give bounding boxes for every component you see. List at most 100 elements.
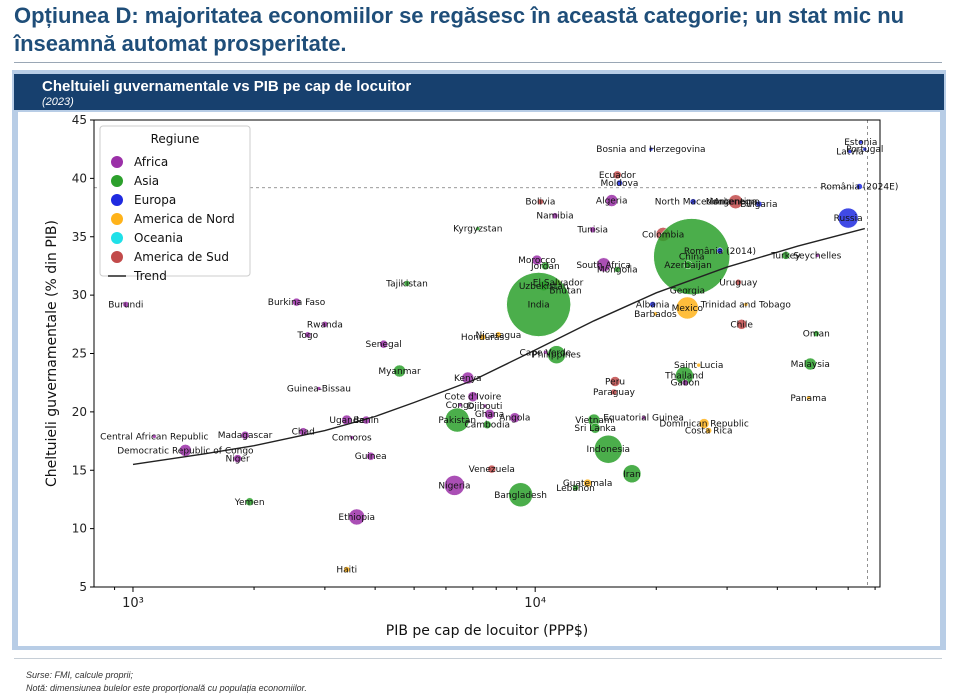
bubble-label-89: Portugal <box>846 145 883 155</box>
bubble-26 <box>444 407 470 433</box>
bubble-label-14: Benin <box>353 416 379 426</box>
bubble-43 <box>543 350 548 355</box>
bubble-label-67: Azerbaijan <box>664 261 712 271</box>
legend-box <box>99 125 251 277</box>
bubble-80 <box>735 279 742 286</box>
bubble-83 <box>813 330 820 337</box>
bubble-32 <box>487 464 497 474</box>
bubble-label-83: Oman <box>803 330 830 340</box>
legend-swatch-0 <box>111 156 123 168</box>
bubble-label-41: Bhutan <box>549 286 581 296</box>
bubble-44 <box>547 345 566 364</box>
bubble-label-45: Lebanon <box>556 484 595 494</box>
y-tick-label-8: 45 <box>72 113 87 127</box>
bubble-54 <box>610 388 618 396</box>
bubble-label-35: Bolivia <box>525 198 555 208</box>
bubble-4 <box>233 454 242 463</box>
legend-swatch-1 <box>111 175 123 187</box>
bubble-label-17: Guinea <box>355 452 387 462</box>
bubble-label-80: Uruguay <box>719 278 758 288</box>
y-tick-label-4: 25 <box>72 347 87 361</box>
bubble-label-62: Barbados <box>634 310 677 320</box>
x-tick-label-0: 10³ <box>122 596 144 611</box>
bubble-21 <box>444 475 465 496</box>
bubble-label-53: Bosnia and Herzegovina <box>596 145 705 155</box>
bubble-label-0: Burundi <box>108 300 143 310</box>
bubble-label-60: Equatorial Guinea <box>603 414 684 424</box>
bubble-label-23: Cote d'Ivoire <box>444 393 501 403</box>
bubble-label-86: Russia <box>834 214 863 224</box>
bubble-label-26: Pakistan <box>438 416 476 426</box>
bubble-36 <box>551 212 559 219</box>
bubble-label-50: Algeria <box>596 197 628 207</box>
bubble-60 <box>641 415 646 420</box>
bubble-label-63: Colombia <box>642 230 684 240</box>
bubble-51 <box>616 179 623 187</box>
bubble-label-36: Namibia <box>536 212 573 222</box>
legend-swatch-4 <box>111 232 123 244</box>
bubble-label-81: Trinidad and Tobago <box>700 300 792 310</box>
legend-label-2: Europa <box>134 193 176 207</box>
bubble-label-32: Venezuela <box>469 465 515 475</box>
bubble-label-40: El Salvador <box>533 278 584 288</box>
bubble-label-43: Cape Verde <box>520 348 572 358</box>
bubble-label-56: Vietnam <box>575 416 613 426</box>
bubble-9 <box>304 331 312 339</box>
bubble-label-74: Montenegro <box>706 198 760 208</box>
bubble-65 <box>676 296 699 320</box>
footer-divider <box>14 658 942 659</box>
trend-line <box>132 227 865 466</box>
bubble-18 <box>379 339 388 349</box>
bubble-label-46: Guatemala <box>563 479 613 489</box>
bubble-11 <box>343 566 350 573</box>
bubble-75 <box>728 194 743 209</box>
x-tick-label-1: 10⁴ <box>524 596 546 611</box>
bubble-label-84: Malaysia <box>791 360 830 370</box>
legend-label-1: Asia <box>134 174 159 188</box>
bubble-label-88: Estonia <box>844 138 877 148</box>
bubble-73 <box>689 198 697 205</box>
bubble-61 <box>649 301 656 308</box>
bubble-label-70: Gabon <box>670 379 699 389</box>
bubble-label-79: Seychelles <box>793 251 841 261</box>
bubble-47 <box>589 226 596 233</box>
bubble-8 <box>321 321 329 328</box>
bubble-label-20: Myanmar <box>378 367 421 377</box>
legend-title: Regiune <box>151 132 200 146</box>
bubble-label-64: Georgia <box>670 286 705 296</box>
bubble-label-18: Senegal <box>366 340 402 350</box>
bubble-label-42: India <box>528 300 550 310</box>
bubble-label-31: Nicaragua <box>475 331 521 341</box>
bubble-58 <box>594 434 623 464</box>
y-tick-label-5: 30 <box>72 288 87 302</box>
bubble-2 <box>240 430 250 440</box>
bubble-42 <box>506 272 571 337</box>
bubble-85 <box>806 395 811 401</box>
y-tick-label-6: 35 <box>72 230 87 244</box>
bubble-label-58: Indonesia <box>587 445 631 455</box>
bubble-79 <box>815 253 820 258</box>
legend-label-3: America de Nord <box>134 212 235 226</box>
footer-note: Notă: dimensiunea bulelor este proporțio… <box>26 683 307 693</box>
bubble-label-85: Panama <box>790 394 826 404</box>
y-axis-label: Cheltuieli guvernamentale (% din PIB) <box>44 220 60 487</box>
bubble-68 <box>696 362 701 368</box>
bubble-48 <box>596 257 611 273</box>
bubble-33 <box>508 482 533 508</box>
bubble-label-34: Angola <box>499 414 530 424</box>
bubble-76 <box>755 200 763 208</box>
bubble-label-11: Haiti <box>336 565 357 575</box>
bubble-72 <box>705 427 712 434</box>
bubble-88 <box>858 139 864 145</box>
bubble-label-38: Jordan <box>530 262 560 272</box>
bubble-label-68: Saint Lucia <box>674 361 723 371</box>
bubble-label-12: Guinea-Bissau <box>287 385 351 395</box>
bubble-28 <box>482 420 492 429</box>
bubble-label-57: Sri Lanka <box>574 424 616 434</box>
bubble-label-30: Honduras <box>461 333 505 343</box>
slide-headline: Opțiunea D: majoritatea economiilor se r… <box>14 3 905 56</box>
legend-label-0: Africa <box>134 155 168 169</box>
bubble-label-8: Rwanda <box>307 320 343 330</box>
bubble-label-76: Bulgaria <box>740 200 777 210</box>
footer-source: Surse: FMI, calcule proprii; <box>26 670 134 680</box>
